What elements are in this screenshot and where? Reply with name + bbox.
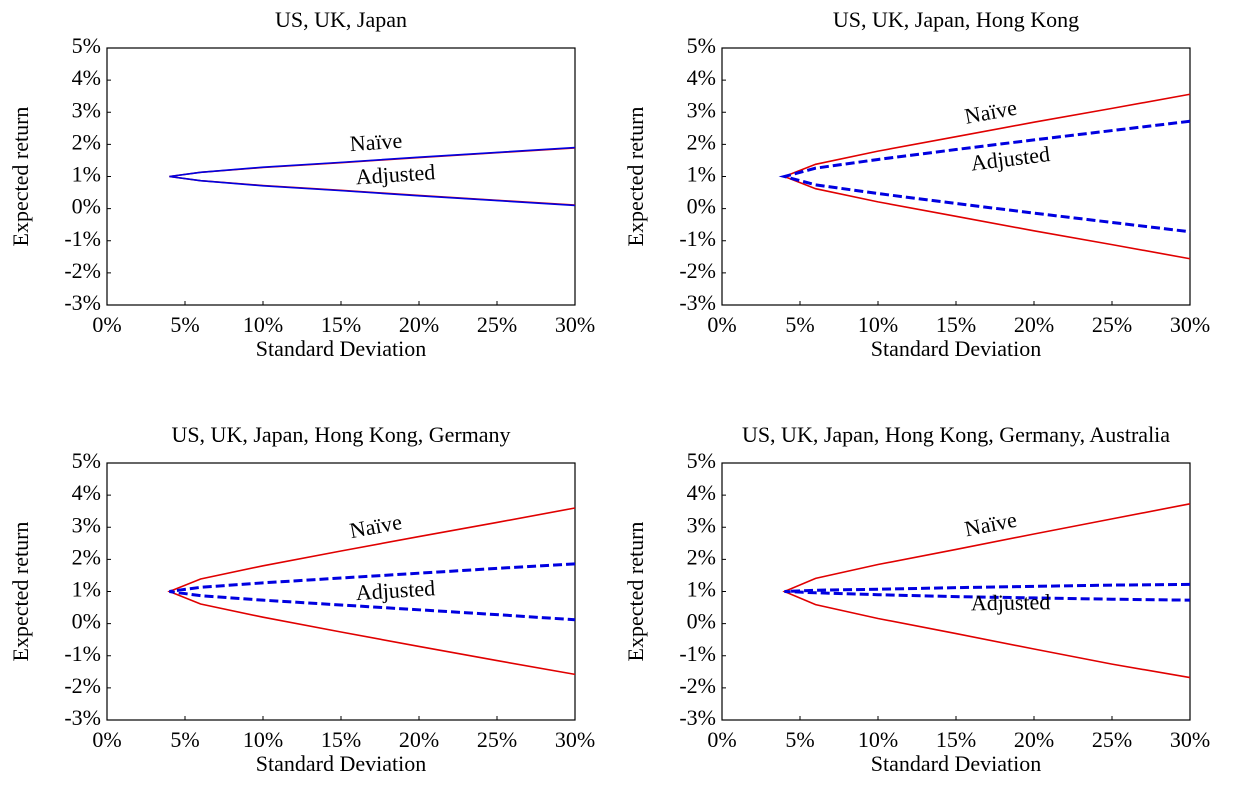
x-tick-label: 5% — [785, 727, 814, 752]
y-tick-label: 2% — [72, 129, 101, 154]
y-tick-label: -2% — [679, 258, 716, 283]
y-tick-label: -1% — [679, 641, 716, 666]
x-axis-label: Standard Deviation — [256, 336, 426, 361]
x-tick-label: 30% — [1170, 727, 1210, 752]
y-tick-label: -1% — [679, 226, 716, 251]
series-label: Naïve — [349, 128, 403, 156]
x-tick-label: 0% — [707, 727, 736, 752]
y-tick-label: -3% — [64, 290, 101, 315]
x-tick-label: 15% — [936, 727, 976, 752]
x-axis-label: Standard Deviation — [256, 751, 426, 776]
y-tick-label: 3% — [687, 97, 716, 122]
series-label: Adjusted — [355, 159, 436, 189]
y-tick-label: 2% — [687, 129, 716, 154]
y-tick-label: -2% — [64, 673, 101, 698]
subplot: US, UK, Japan, Hong Kong, Germany -3% -2% -… — [8, 422, 595, 776]
frontier-line — [169, 146, 576, 207]
x-axis-label: Standard Deviation — [871, 336, 1041, 361]
y-tick-label: 1% — [72, 162, 101, 187]
y-tick-label: -3% — [679, 705, 716, 730]
x-tick-label: 5% — [785, 312, 814, 337]
x-tick-label: 25% — [1092, 312, 1132, 337]
x-tick-label: 25% — [1092, 727, 1132, 752]
series-label: Naïve — [348, 509, 404, 543]
plot-frame — [106, 47, 576, 306]
x-tick-label: 20% — [399, 312, 439, 337]
y-axis-label: Expected return — [623, 107, 648, 247]
x-tick-label: 10% — [243, 727, 283, 752]
y-tick-label: -1% — [64, 226, 101, 251]
x-tick-label: 5% — [170, 312, 199, 337]
y-tick-label: -3% — [679, 290, 716, 315]
y-tick-label: 4% — [72, 480, 101, 505]
y-tick-label: -1% — [64, 641, 101, 666]
y-tick-label: 0% — [72, 609, 101, 634]
y-tick-label: 5% — [687, 33, 716, 58]
x-tick-label: 30% — [555, 312, 595, 337]
x-tick-label: 0% — [92, 312, 121, 337]
y-tick-label: 1% — [72, 577, 101, 602]
x-tick-label: 25% — [477, 727, 517, 752]
x-tick-label: 20% — [1014, 727, 1054, 752]
y-tick-label: 5% — [687, 448, 716, 473]
chart-title: US, UK, Japan, Hong Kong, Germany — [171, 422, 510, 447]
x-tick-label: 15% — [321, 312, 361, 337]
x-tick-label: 10% — [858, 727, 898, 752]
frontier-line — [169, 562, 576, 622]
frontier-line — [778, 119, 1191, 234]
x-tick-label: 30% — [1170, 312, 1210, 337]
x-tick-label: 25% — [477, 312, 517, 337]
y-tick-label: -3% — [64, 705, 101, 730]
chart-title: US, UK, Japan, Hong Kong, Germany, Austr… — [742, 422, 1170, 447]
y-tick-label: 0% — [72, 194, 101, 219]
y-tick-label: 1% — [687, 162, 716, 187]
series-label: Adjusted — [971, 589, 1051, 615]
y-tick-label: 2% — [72, 544, 101, 569]
subplot: US, UK, Japan, Hong Kong -3% -2% -1% 0% 1% 2% 3… — [623, 7, 1210, 361]
subplot: US, UK, Japan -3% -2% -1% 0% 1% 2% 3% 4% 5% 0% 5% 10… — [8, 7, 595, 361]
x-tick-label: 20% — [399, 727, 439, 752]
plot-frame — [721, 47, 1191, 306]
series-label: Adjusted — [355, 575, 436, 605]
chart-title: US, UK, Japan — [275, 7, 407, 32]
x-tick-label: 5% — [170, 727, 199, 752]
y-tick-label: 5% — [72, 448, 101, 473]
x-tick-label: 10% — [243, 312, 283, 337]
y-tick-label: 0% — [687, 194, 716, 219]
y-tick-label: 3% — [72, 97, 101, 122]
y-tick-label: 1% — [687, 577, 716, 602]
y-tick-label: 0% — [687, 609, 716, 634]
y-tick-label: -2% — [679, 673, 716, 698]
y-tick-label: 5% — [72, 33, 101, 58]
frontier-line — [784, 582, 1191, 602]
chart-title: US, UK, Japan, Hong Kong — [833, 7, 1079, 32]
series-label: Naïve — [963, 95, 1019, 129]
x-tick-label: 0% — [92, 727, 121, 752]
y-tick-label: 4% — [72, 65, 101, 90]
x-tick-label: 15% — [321, 727, 361, 752]
y-axis-label: Expected return — [623, 522, 648, 662]
x-tick-label: 15% — [936, 312, 976, 337]
x-tick-label: 10% — [858, 312, 898, 337]
y-tick-label: 4% — [687, 480, 716, 505]
y-tick-label: 3% — [687, 512, 716, 537]
x-axis-label: Standard Deviation — [871, 751, 1041, 776]
x-tick-label: 30% — [555, 727, 595, 752]
y-tick-label: 3% — [72, 512, 101, 537]
x-tick-label: 0% — [707, 312, 736, 337]
series-label: Naïve — [962, 507, 1018, 542]
x-tick-label: 20% — [1014, 312, 1054, 337]
y-tick-label: 4% — [687, 65, 716, 90]
y-axis-label: Expected return — [8, 107, 33, 247]
y-axis-label: Expected return — [8, 522, 33, 662]
y-tick-label: -2% — [64, 258, 101, 283]
y-tick-label: 2% — [687, 544, 716, 569]
subplot: US, UK, Japan, Hong Kong, Germany, Austr… — [623, 422, 1210, 776]
